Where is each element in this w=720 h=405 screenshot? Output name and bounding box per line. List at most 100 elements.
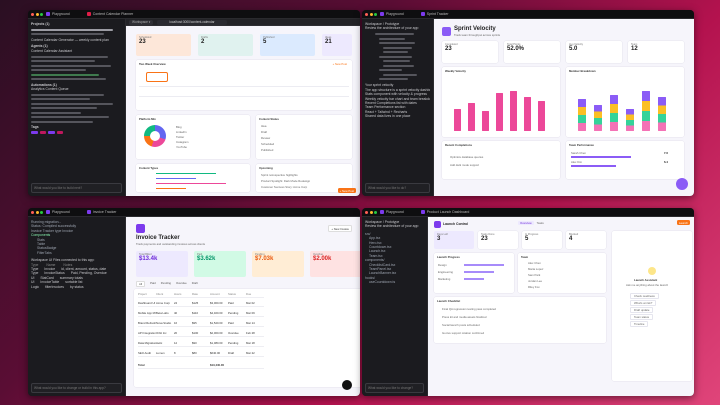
chat-pane: Workspace / Prototype Review the archite… xyxy=(362,19,434,196)
app-icon xyxy=(46,12,50,16)
window-invoice-tracker: Playground Invoice Tracker Running migra… xyxy=(28,208,360,396)
tree-item: TeamPanel.tsx xyxy=(369,267,392,272)
files-row: UI InvoiceTable sortable list xyxy=(31,280,83,285)
stat-card: Total Billed $13.4k xyxy=(136,251,188,277)
filter-overdue[interactable]: Overdue xyxy=(175,281,187,285)
app-icon xyxy=(86,210,91,214)
checklist-item[interactable]: Social launch posts scheduled xyxy=(442,323,480,327)
team-member[interactable]: Maria Lopez xyxy=(528,267,544,271)
team-card: Team Alex Chen Maria Lopez Sam Park Jord… xyxy=(518,253,606,293)
tree-item: src/ xyxy=(365,231,371,236)
chat-input[interactable]: What would you like to build next? xyxy=(31,183,122,193)
view-tabs: Overview Tasks xyxy=(518,221,544,225)
fab-button[interactable] xyxy=(676,178,688,190)
chat-input[interactable]: What would you like to change? xyxy=(365,383,424,393)
page-subtitle: Track payments and outstanding invoices … xyxy=(136,242,206,246)
assistant-suggestion[interactable]: What's at risk? xyxy=(630,300,657,306)
stat-card: Total Points 52.0% xyxy=(504,41,560,63)
chat-pane: Projects (1) Content Calendar Generator … xyxy=(28,19,126,196)
tab-content-calendar[interactable]: Content Calendar Planner xyxy=(86,12,133,16)
tab-sprint-tracker[interactable]: Sprint Tracker xyxy=(420,12,449,16)
table-total-row: Total $13,440.00 xyxy=(138,361,264,369)
checklist-item[interactable]: Go-live support rotation confirmed xyxy=(442,331,485,335)
app-preview: Invoice Tracker Track payments and outst… xyxy=(126,217,360,396)
checklist-item[interactable]: Final QA regression testing pass complet… xyxy=(442,307,496,311)
app-icon xyxy=(86,12,91,16)
stat-card: Days Left 3 xyxy=(434,231,474,249)
app-icon xyxy=(380,12,384,16)
terminal-line: Running migration... xyxy=(31,220,62,224)
team-member[interactable]: Riley Fox xyxy=(528,285,540,289)
checklist-item[interactable]: Press kit and media assets finalized xyxy=(442,315,487,319)
filter-pending[interactable]: Pending xyxy=(160,281,171,285)
new-post-fab[interactable]: + New Post xyxy=(337,188,356,193)
window-controls[interactable] xyxy=(31,12,43,16)
chat-input[interactable]: What would you like to do? xyxy=(365,183,430,193)
upcoming-item[interactable]: Sprint retrospective highlights xyxy=(261,173,298,177)
workspace-pill[interactable]: Workspace ▾ xyxy=(129,19,154,25)
recent-item[interactable]: Optimize database queries xyxy=(450,155,484,159)
velocity-bar xyxy=(482,111,489,131)
tree-item: ChecklistCard.tsx xyxy=(369,262,396,267)
page-subtitle: Track team throughput across sprints xyxy=(454,33,501,37)
files-table-title: Workspace UI Files connected to this app… xyxy=(31,258,95,263)
tab-playground[interactable]: Playground xyxy=(380,210,404,214)
tab-product-launch[interactable]: Product Launch Dashboard xyxy=(420,210,469,214)
chat-pane: Running migration... Status: Compiled su… xyxy=(28,217,126,396)
tab-playground[interactable]: Playground xyxy=(380,12,404,16)
table-row[interactable]: Dashboard UI Acme Corp 24 $125 $3,000.00 Paid… xyxy=(138,299,264,307)
assistant-suggestion[interactable]: Check readiness xyxy=(630,293,659,299)
table-row[interactable]: API Integration Orbit Inc 20 $100 $2,000.00 O… xyxy=(138,329,264,337)
chat-heading: Tags xyxy=(31,125,39,130)
url-bar[interactable]: localhost:3000/content-calendar xyxy=(157,19,227,25)
filter-draft[interactable]: Draft xyxy=(191,281,198,285)
terminal-line: Invoice Tracker type Invoice xyxy=(31,228,74,233)
window-controls[interactable] xyxy=(31,210,43,214)
recent-item[interactable]: Add dark mode support xyxy=(450,163,480,167)
chat-input[interactable]: What would you like to change or build i… xyxy=(31,383,122,393)
stat-card: Blocked 4 xyxy=(566,231,606,249)
stat-card: Drafts 2 xyxy=(198,34,253,56)
chat-heading: Workspace / Prototype xyxy=(365,220,400,224)
filter-paid[interactable]: Paid xyxy=(150,281,156,285)
velocity-bar xyxy=(454,109,461,131)
upcoming-item[interactable]: Customer Success Story: Acme Corp xyxy=(261,185,308,189)
table-row[interactable]: Data Migration Helix 12 $90 $1,080.00 Pending… xyxy=(138,339,264,347)
checklist-card: Launch Checklist Final QA regression tes… xyxy=(434,297,606,343)
chat-bullet: Team Performance section xyxy=(365,105,406,110)
upcoming-item[interactable]: Product Spotlight: Dark Mode Redesign xyxy=(261,179,311,183)
window-controls[interactable] xyxy=(365,12,377,16)
tab-playground[interactable]: Playground xyxy=(46,12,70,16)
team-member[interactable]: Sam Park xyxy=(528,273,541,277)
window-controls[interactable] xyxy=(365,210,377,214)
assistant-suggestion[interactable]: Team status xyxy=(630,314,654,320)
new-post-button[interactable]: + New Post xyxy=(332,61,347,66)
launch-button[interactable]: Launch xyxy=(676,220,690,225)
tab-tasks[interactable]: Tasks xyxy=(536,221,544,225)
stat-card: Scheduled 23 xyxy=(136,34,191,56)
titlebar: Playground Invoice Tracker xyxy=(28,208,360,217)
files-table-header: Type Name Notes xyxy=(31,262,73,267)
stat-card: In Progress 5 xyxy=(522,231,562,249)
recent-completions-card: Recent Completions Optimize database que… xyxy=(442,141,560,179)
page-title: Launch Control xyxy=(443,222,469,226)
chat-bullet: Stats component with velocity & progress xyxy=(365,92,428,97)
app-logo-icon xyxy=(434,221,441,228)
filter-all[interactable]: All xyxy=(136,281,146,287)
table-row[interactable]: SEO Audit Lumen 8 $80 $640.00 Draft Mar 22 xyxy=(138,349,264,357)
tree-item: App.tsx xyxy=(369,236,381,241)
tab-invoice-tracker[interactable]: Invoice Tracker xyxy=(86,210,116,214)
new-invoice-button[interactable]: + New Invoice xyxy=(328,225,352,232)
assistant-suggestion[interactable]: Timeline xyxy=(630,321,649,327)
app-preview: Scheduled 23 Drafts 2 Published 5 Ideas 21 T… xyxy=(126,26,360,196)
team-member[interactable]: Jordan Lee xyxy=(528,279,542,283)
chat-text: Review the architecture of your app xyxy=(365,224,419,229)
table-row[interactable]: Mobile App MVPBeta Labs40$110$4,400.00Pe… xyxy=(138,309,264,317)
assistant-suggestion[interactable]: Draft update xyxy=(630,307,654,313)
table-row[interactable]: Brand Refresh Nova Studio 16 $95 $1,520.00 Pa… xyxy=(138,319,264,327)
filter-tabs: All Paid Pending Overdue Draft xyxy=(136,281,198,287)
tab-overview[interactable]: Overview xyxy=(518,221,534,225)
help-button[interactable] xyxy=(342,380,352,390)
tab-playground[interactable]: Playground xyxy=(46,210,70,214)
team-member[interactable]: Alex Chen xyxy=(528,261,541,265)
